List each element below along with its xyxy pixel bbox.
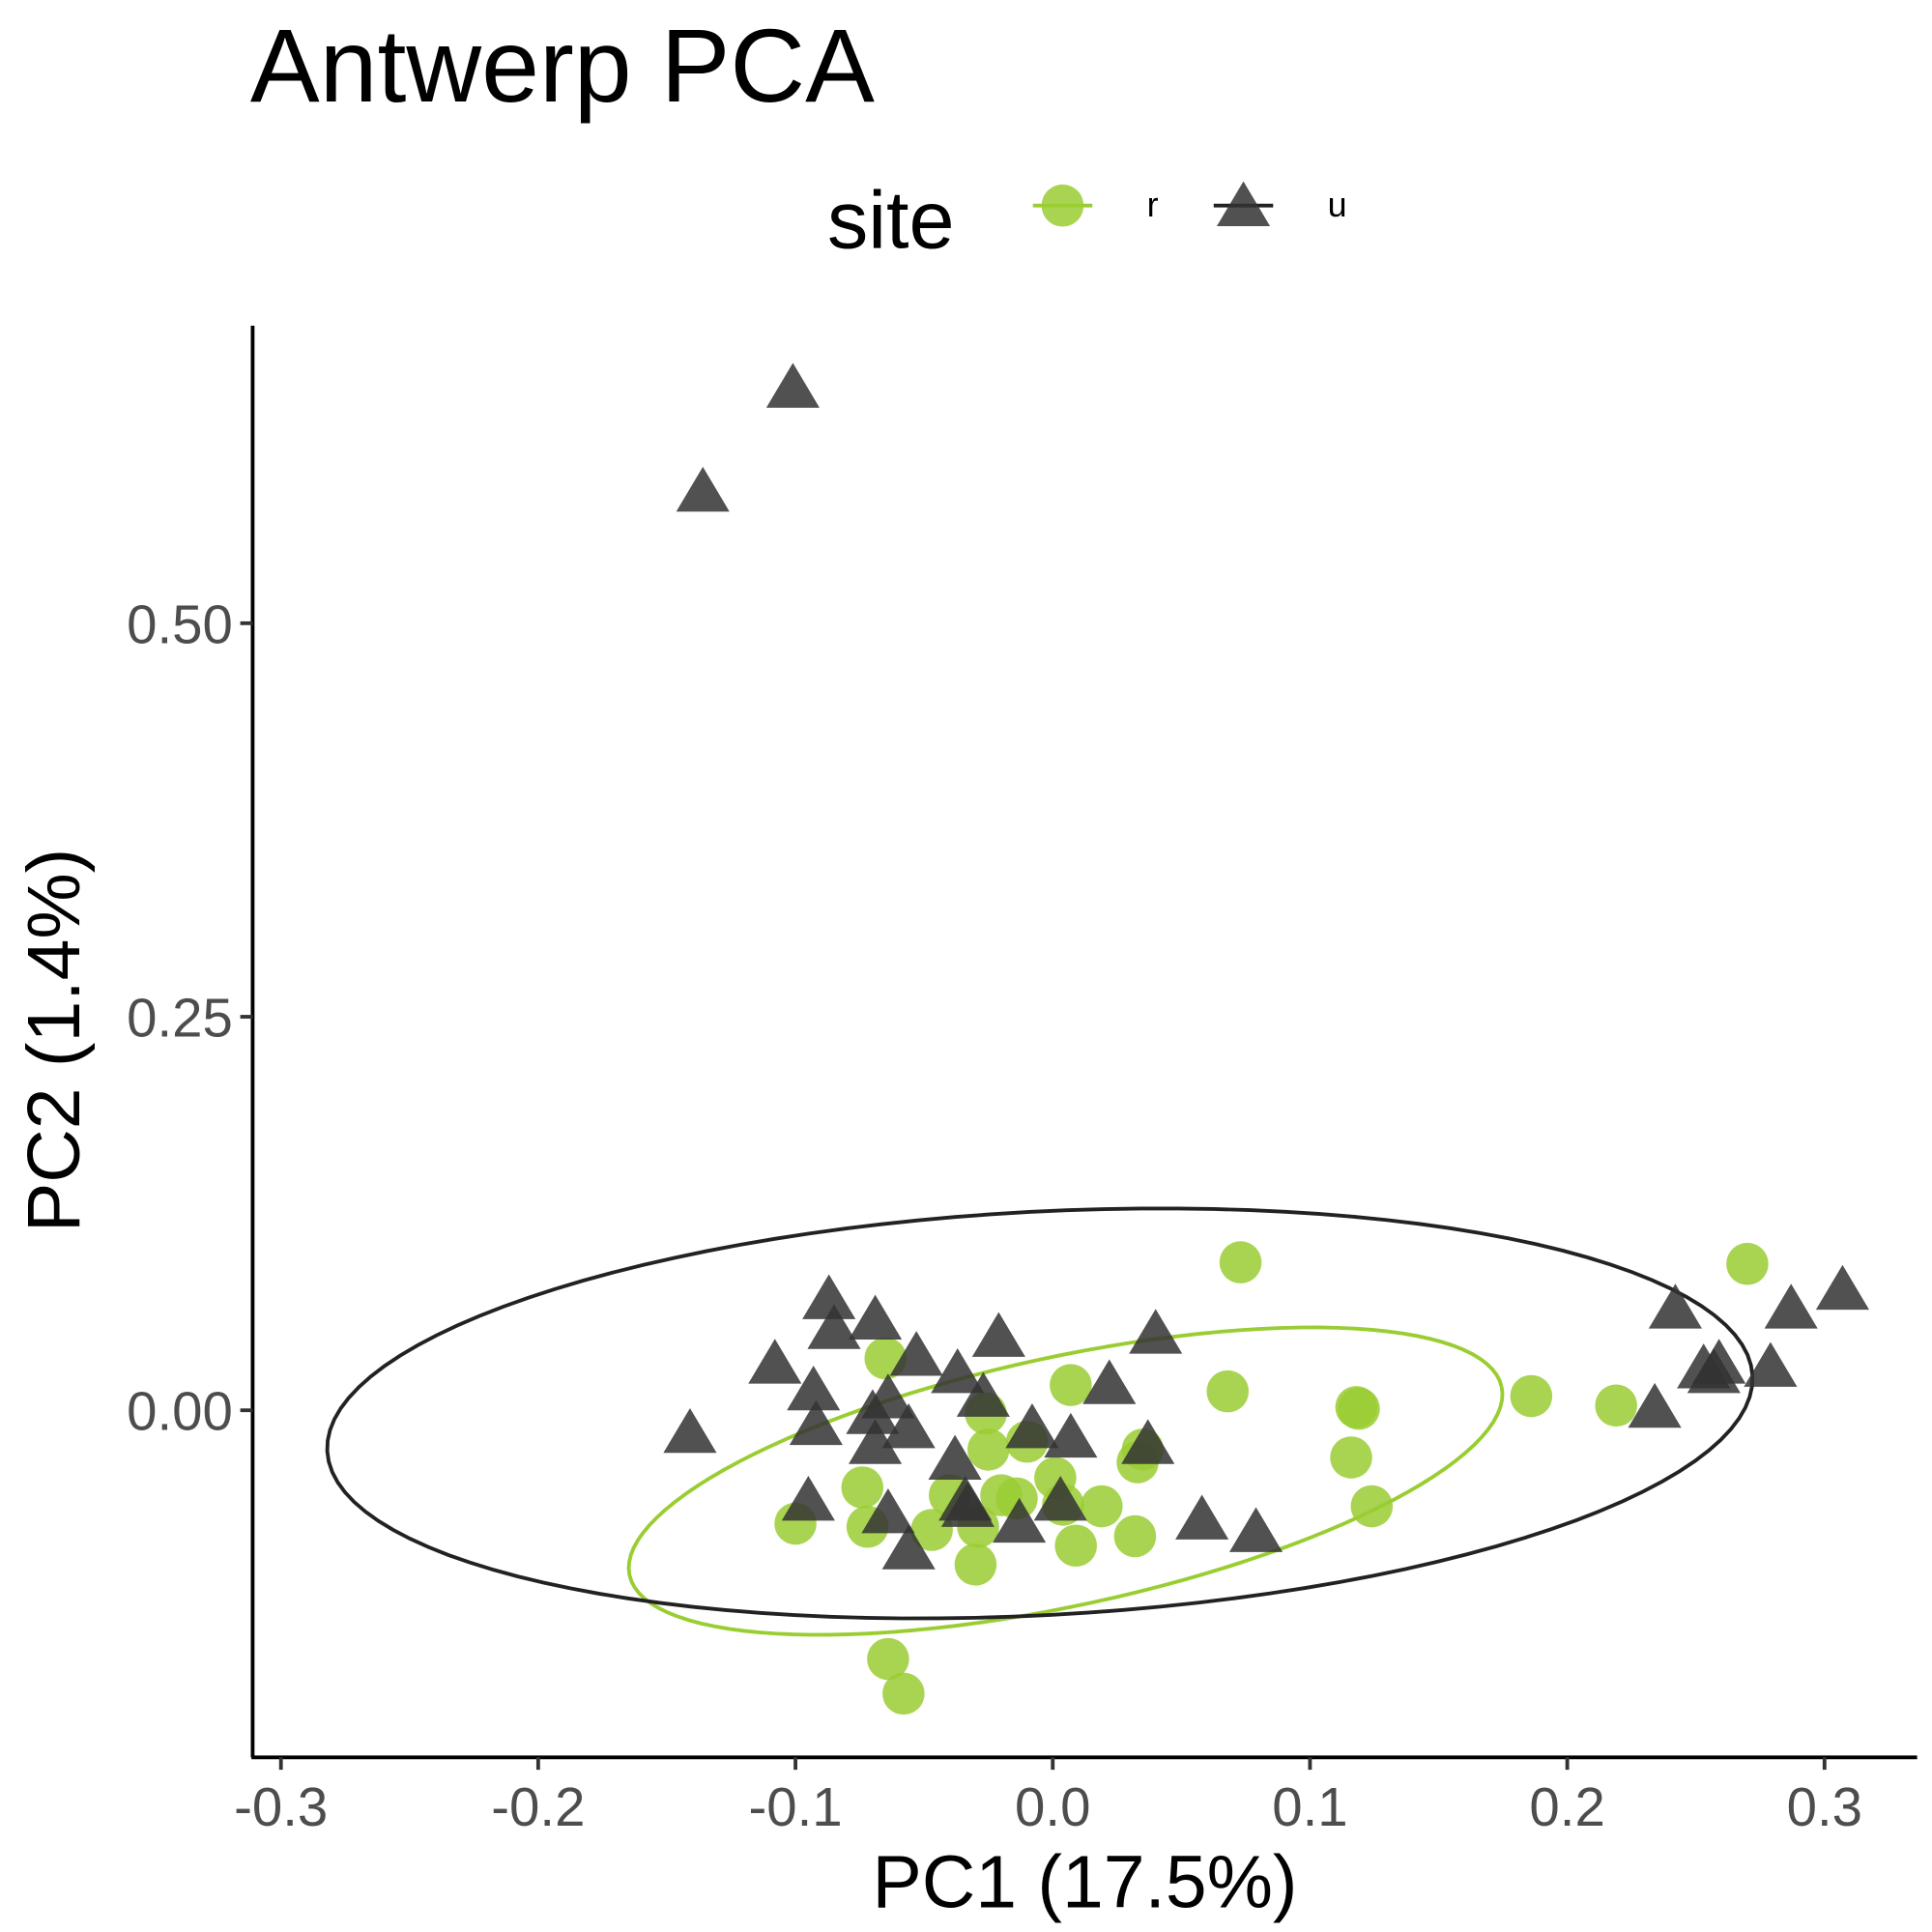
y-tick-label: 0.25 (127, 988, 233, 1049)
x-tick-label: -0.3 (234, 1776, 328, 1837)
point (663, 1407, 717, 1454)
point (807, 1304, 861, 1349)
point (1113, 1514, 1157, 1558)
chart-title: Antwerp PCA (250, 8, 875, 124)
x-tick-label: -0.1 (748, 1776, 842, 1837)
y-tick-label: 0.00 (127, 1381, 233, 1442)
point (993, 1497, 1047, 1543)
ellipse (325, 1206, 1755, 1621)
point (1764, 1283, 1818, 1329)
point (849, 1419, 903, 1464)
point (1050, 1364, 1092, 1406)
x-tick-label: 0.2 (1529, 1776, 1604, 1837)
x-tick-label: 0.0 (1015, 1776, 1090, 1837)
point (1510, 1374, 1553, 1418)
point (1206, 1370, 1250, 1413)
point (966, 1428, 1010, 1471)
point (765, 362, 820, 408)
point (867, 1637, 909, 1681)
x-tick-label: -0.2 (491, 1776, 585, 1837)
point (1054, 1524, 1097, 1568)
point (787, 1365, 841, 1411)
point (676, 466, 730, 512)
point (1175, 1494, 1229, 1540)
legend-symbol (1041, 184, 1084, 227)
point (748, 1339, 802, 1384)
point (956, 1371, 1010, 1417)
y-tick-label: 0.50 (127, 593, 233, 654)
point (1595, 1384, 1637, 1427)
legend-symbol (1216, 181, 1271, 227)
point (1005, 1403, 1059, 1449)
point (1129, 1309, 1183, 1354)
point (1338, 1387, 1380, 1430)
point (1121, 1419, 1175, 1464)
y-axis-title: PC2 (1.4%) (13, 849, 96, 1232)
point (1330, 1436, 1372, 1479)
point (846, 1389, 900, 1434)
point (1081, 1485, 1123, 1528)
point (802, 1274, 856, 1319)
point (1744, 1341, 1798, 1387)
point (1648, 1283, 1702, 1329)
x-tick-label: 0.3 (1787, 1776, 1862, 1837)
point (940, 1482, 995, 1527)
point (849, 1294, 903, 1341)
x-axis-title: PC1 (17.5%) (872, 1840, 1297, 1923)
legend-label: u (1328, 186, 1347, 224)
point (931, 1348, 985, 1394)
point (1628, 1382, 1682, 1428)
point (889, 1331, 943, 1376)
point (841, 1466, 884, 1509)
point (954, 1543, 997, 1586)
point (1219, 1241, 1262, 1283)
point (1228, 1507, 1283, 1552)
point (861, 1488, 915, 1534)
point (881, 1403, 936, 1449)
point (928, 1434, 982, 1480)
point (1815, 1264, 1869, 1311)
ellipse (626, 1325, 1505, 1637)
point (881, 1524, 936, 1570)
point (1033, 1475, 1087, 1521)
x-tick-label: 0.1 (1272, 1776, 1347, 1837)
point (781, 1475, 835, 1521)
point (1082, 1359, 1137, 1404)
legend-title: site (827, 173, 955, 265)
point (971, 1312, 1025, 1357)
point (995, 1477, 1038, 1520)
point (1044, 1412, 1098, 1458)
point (1687, 1348, 1741, 1394)
point (789, 1399, 843, 1446)
point (882, 1672, 925, 1716)
legend-label: r (1147, 186, 1159, 224)
point (1726, 1242, 1769, 1285)
point (1350, 1485, 1394, 1528)
